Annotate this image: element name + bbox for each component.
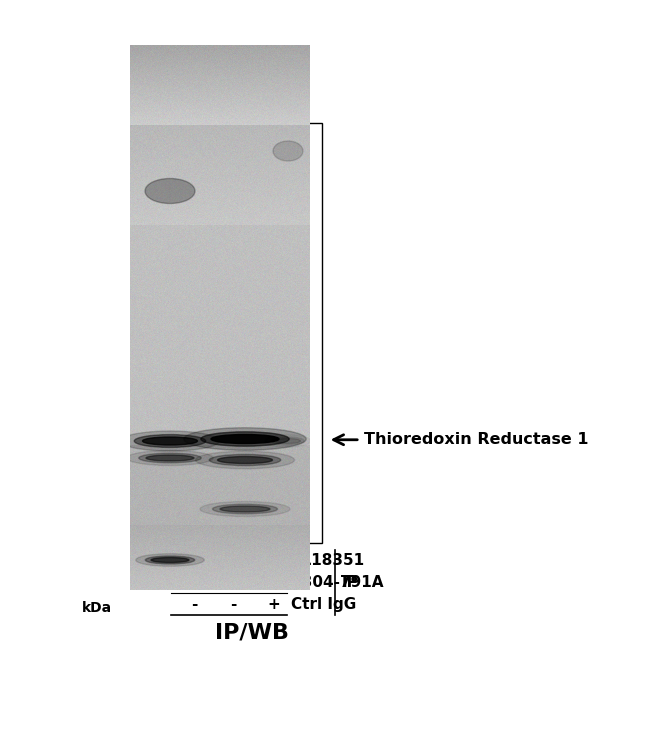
Ellipse shape bbox=[200, 501, 290, 517]
Ellipse shape bbox=[145, 179, 195, 204]
Text: 71: 71 bbox=[155, 407, 174, 420]
Text: kDa: kDa bbox=[82, 601, 112, 615]
Ellipse shape bbox=[142, 437, 198, 445]
Ellipse shape bbox=[273, 141, 303, 161]
Ellipse shape bbox=[120, 431, 220, 451]
Bar bbox=[183, 123, 322, 542]
Text: 268: 268 bbox=[146, 201, 174, 213]
Ellipse shape bbox=[196, 451, 294, 469]
Text: +: + bbox=[227, 575, 239, 590]
Text: 171: 171 bbox=[146, 270, 174, 283]
Text: +: + bbox=[188, 553, 201, 568]
Text: 238: 238 bbox=[146, 219, 174, 232]
Text: -: - bbox=[270, 553, 277, 568]
Text: -: - bbox=[191, 575, 198, 590]
Ellipse shape bbox=[146, 556, 195, 564]
Text: +: + bbox=[267, 597, 280, 612]
Text: A304-791A: A304-791A bbox=[291, 575, 384, 590]
Ellipse shape bbox=[151, 558, 189, 562]
Ellipse shape bbox=[139, 453, 202, 463]
Text: 460: 460 bbox=[146, 116, 174, 129]
Text: -: - bbox=[191, 597, 198, 612]
Ellipse shape bbox=[135, 434, 206, 448]
Ellipse shape bbox=[201, 431, 289, 446]
Ellipse shape bbox=[213, 504, 278, 514]
Text: IP/WB: IP/WB bbox=[215, 623, 289, 642]
Text: -: - bbox=[270, 575, 277, 590]
Text: BL18351: BL18351 bbox=[291, 553, 365, 568]
Text: -: - bbox=[230, 597, 236, 612]
Ellipse shape bbox=[184, 428, 306, 451]
Text: -: - bbox=[230, 553, 236, 568]
Ellipse shape bbox=[276, 439, 300, 443]
Ellipse shape bbox=[272, 437, 304, 445]
Text: 31: 31 bbox=[155, 536, 174, 549]
Ellipse shape bbox=[211, 434, 279, 443]
Ellipse shape bbox=[127, 451, 213, 465]
Ellipse shape bbox=[146, 455, 194, 461]
Text: Ctrl IgG: Ctrl IgG bbox=[291, 597, 356, 612]
Text: Thioredoxin Reductase 1: Thioredoxin Reductase 1 bbox=[364, 432, 588, 448]
Text: 117: 117 bbox=[146, 329, 174, 343]
Ellipse shape bbox=[136, 553, 204, 566]
Ellipse shape bbox=[209, 454, 281, 465]
Ellipse shape bbox=[218, 456, 272, 464]
Ellipse shape bbox=[220, 506, 270, 512]
Text: 55: 55 bbox=[155, 447, 174, 460]
Text: IP: IP bbox=[342, 575, 358, 590]
Text: 41: 41 bbox=[155, 492, 174, 506]
